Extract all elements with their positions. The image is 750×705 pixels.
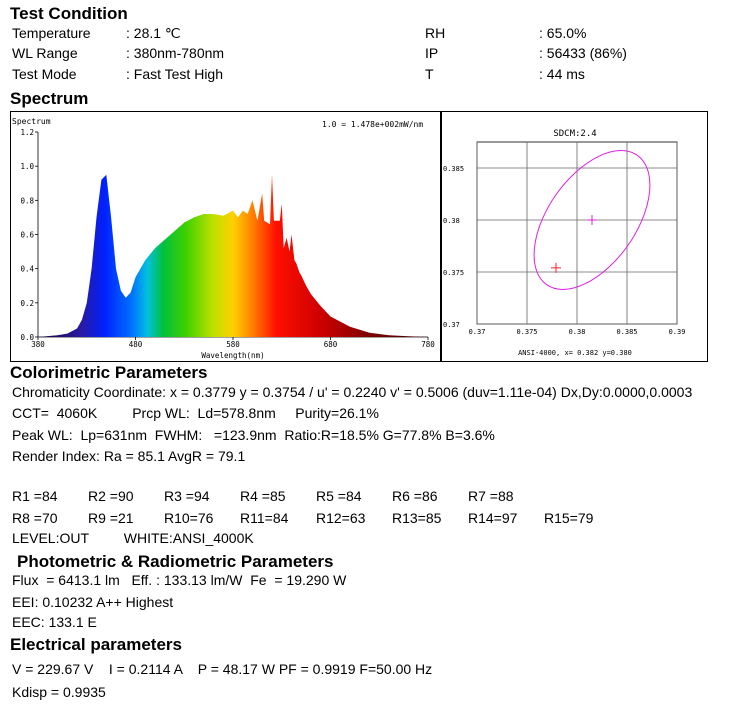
r-value-r1: R1 =84 <box>12 488 58 504</box>
r-value-r2: R2 =90 <box>88 488 134 504</box>
ip-value: : 56433 (86%) <box>539 45 627 61</box>
sdcm-x-tick-label: 0.37 <box>469 328 486 336</box>
eec-line: EEC: 133.1 E <box>12 614 97 630</box>
cct-line: CCT= 4060K Prcp WL: Ld=578.8nm Purity=26… <box>12 405 379 421</box>
test-mode-value: : Fast Test High <box>126 66 224 82</box>
t-label: T <box>425 66 434 82</box>
sdcm-y-tick-label: 0.37 <box>443 321 460 329</box>
r-value-r12: R12=63 <box>316 510 366 526</box>
test-condition-heading: Test Condition <box>10 4 128 23</box>
spectrum-x-tick-label: 580 <box>226 340 240 349</box>
spectrum-y-tick-label: 0.4 <box>20 265 34 274</box>
wl-range-value: : 380nm-780nm <box>126 45 225 61</box>
sdcm-ellipse <box>533 150 651 290</box>
r-value-r3: R3 =94 <box>164 488 210 504</box>
level-line: LEVEL:OUT WHITE:ANSI_4000K <box>12 530 254 546</box>
wl-range-label: WL Range <box>12 45 78 61</box>
spectrum-chart: Spectrum 1.0 = 1.478e+002mW/nm 0.0 0.2 0.4… <box>10 111 441 362</box>
spectrum-area <box>38 174 428 337</box>
sdcm-x-tick-label: 0.39 <box>669 328 686 336</box>
spectrum-y-tick-label: 1.2 <box>20 128 34 137</box>
r-value-r6: R6 =86 <box>392 488 438 504</box>
sdcm-title: SDCM:2.4 <box>553 129 596 139</box>
r-value-r11: R11=84 <box>240 510 289 526</box>
sdcm-x-tick-label: 0.375 <box>516 328 537 336</box>
sdcm-chart: SDCM:2.4 0.37 0.375 0.38 0.385 0.39 0.37 0.375… <box>441 111 708 362</box>
spectrum-x-tick-label: 380 <box>31 340 45 349</box>
spectrum-y-tick-label: 0.8 <box>20 196 34 205</box>
electrical-heading: Electrical parameters <box>10 635 182 654</box>
r-value-r4: R4 =85 <box>240 488 286 504</box>
colorimetric-heading: Colorimetric Parameters <box>10 363 208 382</box>
spectrum-chart-title: Spectrum <box>12 117 51 126</box>
photometric-heading: Photometric & Radiometric Parameters <box>17 552 334 571</box>
spectrum-y-tick-label: 0.2 <box>20 299 34 308</box>
spectrum-heading: Spectrum <box>10 89 89 108</box>
r-value-r13: R13=85 <box>392 510 442 526</box>
spectrum-y-tick-label: 0.0 <box>20 333 34 342</box>
t-value: : 44 ms <box>539 66 585 82</box>
r-value-r10: R10=76 <box>164 510 214 526</box>
ip-label: IP <box>425 45 439 61</box>
sdcm-y-tick-label: 0.38 <box>443 217 460 225</box>
sdcm-x-tick-label: 0.38 <box>569 328 586 336</box>
electrical-line: V = 229.67 V I = 0.2114 A P = 48.17 W PF… <box>12 661 433 677</box>
peak-wl-line: Peak WL: Lp=631nm FWHM: =123.9nm Ratio:R… <box>12 427 495 443</box>
flux-line: Flux = 6413.1 lm Eff. : 133.13 lm/W Fe =… <box>12 572 347 588</box>
sdcm-y-tick-label: 0.375 <box>443 269 464 277</box>
sdcm-y-tick-label: 0.385 <box>443 165 464 173</box>
spectrum-scale-note: 1.0 = 1.478e+002mW/nm <box>322 120 423 129</box>
temperature-label: Temperature <box>12 25 91 41</box>
spectrum-x-tick-label: 480 <box>129 340 143 349</box>
r-value-r8: R8 =70 <box>12 510 58 526</box>
rh-label: RH <box>425 25 446 41</box>
chromaticity-line: Chromaticity Coordinate: x = 0.3779 y = … <box>12 384 693 400</box>
spectrum-xlabel: Wavelength(nm) <box>201 351 264 360</box>
render-index-line: Render Index: Ra = 85.1 AvgR = 79.1 <box>12 448 246 464</box>
spectrum-y-tick-label: 1.0 <box>20 162 34 171</box>
spectrum-x-tick-label: 780 <box>421 340 435 349</box>
temperature-value: : 28.1 ℃ <box>126 25 181 41</box>
r-value-r15: R15=79 <box>544 510 594 526</box>
rh-value: : 65.0% <box>539 25 587 41</box>
r-value-r5: R5 =84 <box>316 488 362 504</box>
r-value-r7: R7 =88 <box>468 488 514 504</box>
eei-line: EEI: 0.10232 A++ Highest <box>12 594 174 610</box>
r-value-r9: R9 =21 <box>88 510 134 526</box>
test-mode-label: Test Mode <box>12 66 77 82</box>
sdcm-x-tick-label: 0.385 <box>616 328 637 336</box>
spectrum-y-tick-label: 0.6 <box>20 231 34 240</box>
r-value-r14: R14=97 <box>468 510 518 526</box>
spectrum-x-tick-label: 680 <box>324 340 338 349</box>
sdcm-caption: ANSI-4000, x= 0.382 y=0.380 <box>518 349 632 357</box>
kdisp-line: Kdisp = 0.9935 <box>12 684 106 700</box>
